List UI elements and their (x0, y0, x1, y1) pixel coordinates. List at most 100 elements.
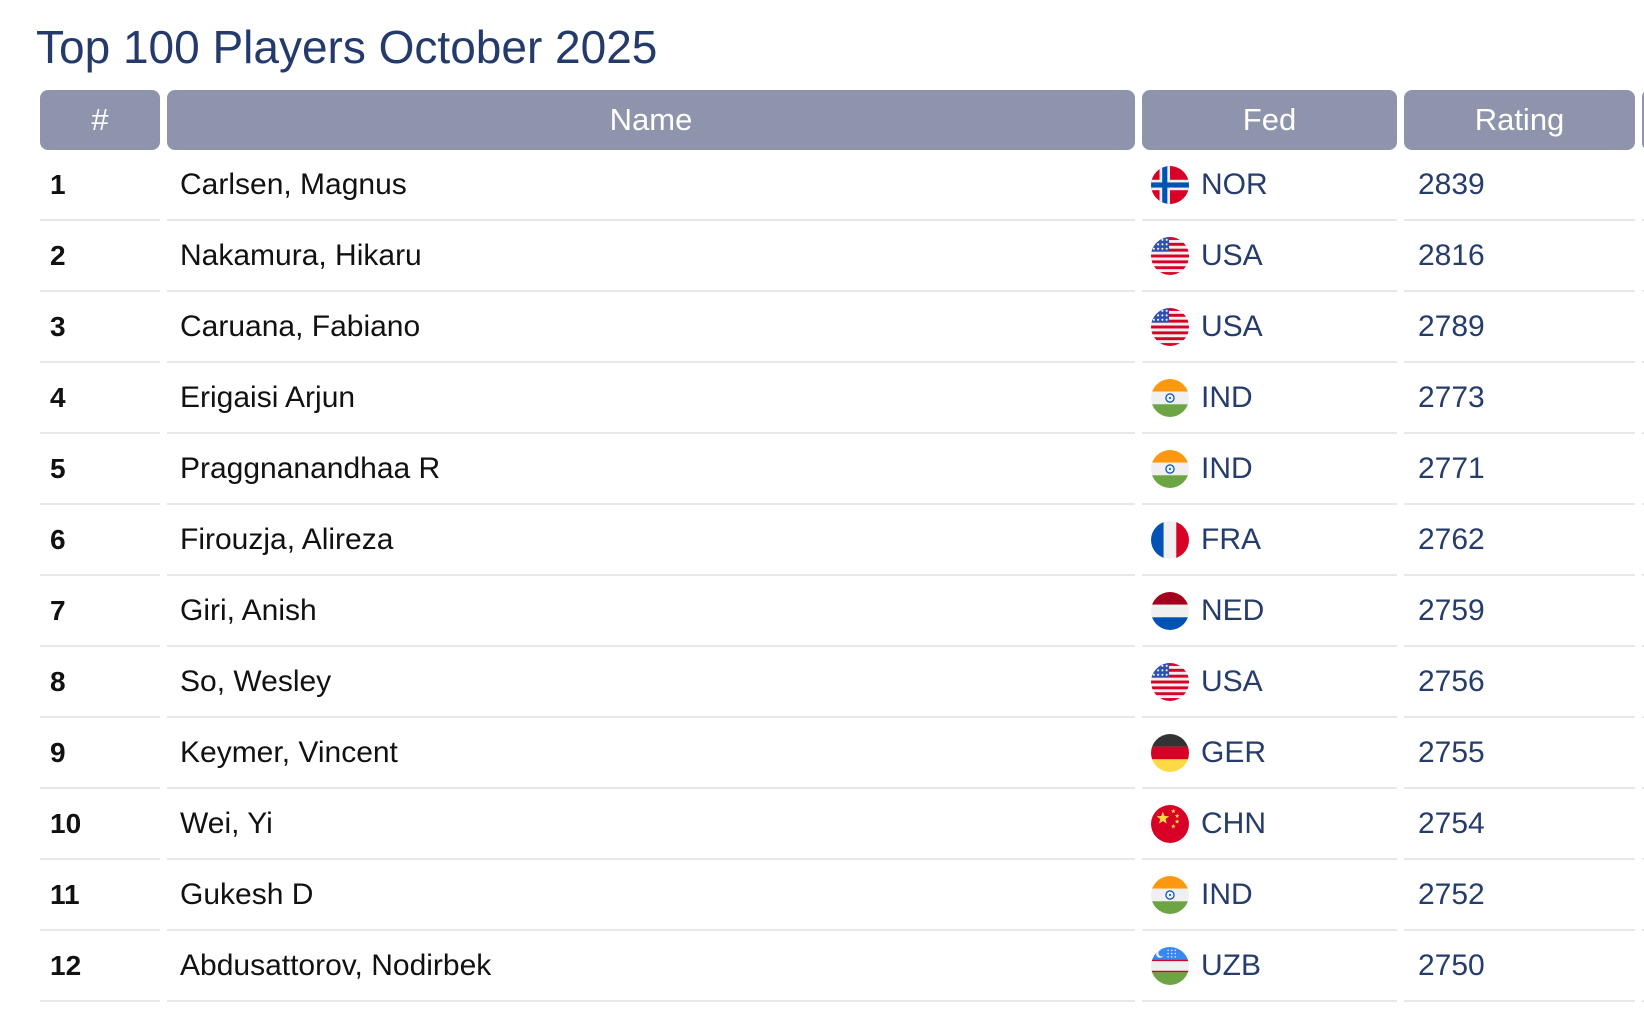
rank-cell: 3 (40, 292, 160, 363)
player-name-cell[interactable]: Erigaisi Arjun (167, 363, 1135, 434)
federation-code: IND (1201, 451, 1253, 485)
clipped-next-column-cell (1642, 221, 1644, 292)
federation-cell: UZB (1142, 931, 1397, 1002)
rank-cell: 10 (40, 789, 160, 860)
federation-cell: GER (1142, 718, 1397, 789)
clipped-next-column-cell (1642, 576, 1644, 647)
player-row: 3 Caruana, Fabiano USA 2789 (40, 292, 1644, 363)
player-row: 12 Abdusattorov, Nodirbek UZB 2750 (40, 931, 1644, 1002)
usa-flag-icon (1151, 307, 1189, 346)
federation-cell: CHN (1142, 789, 1397, 860)
player-row: 1 Carlsen, Magnus NOR 2839 (40, 150, 1644, 221)
rank-cell: 8 (40, 647, 160, 718)
federation-code: UZB (1201, 948, 1261, 982)
clipped-next-column-cell (1642, 860, 1644, 931)
federation-code: IND (1201, 877, 1253, 911)
player-name-cell[interactable]: Nakamura, Hikaru (167, 221, 1135, 292)
clipped-next-column-cell (1642, 292, 1644, 363)
column-header-rating[interactable]: Rating (1404, 90, 1635, 150)
rating-cell: 2771 (1404, 434, 1635, 505)
federation-code: CHN (1201, 806, 1266, 840)
rating-cell: 2839 (1404, 150, 1635, 221)
player-name-cell[interactable]: Wei, Yi (167, 789, 1135, 860)
player-name-cell[interactable]: Firouzja, Alireza (167, 505, 1135, 576)
player-name-cell[interactable]: Caruana, Fabiano (167, 292, 1135, 363)
rank-cell: 2 (40, 221, 160, 292)
rating-cell: 2756 (1404, 647, 1635, 718)
federation-code: FRA (1201, 522, 1261, 556)
player-row: 10 Wei, Yi CHN 2754 (40, 789, 1644, 860)
federation-cell: IND (1142, 434, 1397, 505)
player-name-cell[interactable]: Abdusattorov, Nodirbek (167, 931, 1135, 1002)
rank-cell: 7 (40, 576, 160, 647)
federation-cell: USA (1142, 221, 1397, 292)
player-row: 8 So, Wesley USA 2756 (40, 647, 1644, 718)
page-title: Top 100 Players October 2025 (36, 21, 658, 73)
federation-cell: NED (1142, 576, 1397, 647)
federation-code: NED (1201, 593, 1265, 627)
federation-cell: IND (1142, 860, 1397, 931)
player-row: 5 Praggnanandhaa R IND 2771 (40, 434, 1644, 505)
rating-cell: 2789 (1404, 292, 1635, 363)
clipped-next-column-header (1642, 90, 1644, 150)
federation-code: USA (1201, 238, 1263, 272)
rating-cell: 2752 (1404, 860, 1635, 931)
federation-code: NOR (1201, 167, 1268, 201)
player-rows: 1 Carlsen, Magnus NOR 2839 2 Nakamura, H… (0, 150, 1644, 1002)
column-header-rank[interactable]: # (40, 90, 160, 150)
fra-flag-icon (1151, 520, 1189, 559)
player-name-cell[interactable]: Gukesh D (167, 860, 1135, 931)
federation-code: IND (1201, 380, 1253, 414)
federation-cell: IND (1142, 363, 1397, 434)
player-row: 6 Firouzja, Alireza FRA 2762 (40, 505, 1644, 576)
player-name-cell[interactable]: Praggnanandhaa R (167, 434, 1135, 505)
rank-cell: 11 (40, 860, 160, 931)
clipped-next-column-cell (1642, 718, 1644, 789)
column-header-name[interactable]: Name (167, 90, 1135, 150)
player-name-cell[interactable]: Carlsen, Magnus (167, 150, 1135, 221)
rating-cell: 2754 (1404, 789, 1635, 860)
federation-code: GER (1201, 735, 1267, 769)
ger-flag-icon (1151, 733, 1189, 772)
clipped-next-column-cell (1642, 434, 1644, 505)
ned-flag-icon (1151, 591, 1189, 630)
uzb-flag-icon (1151, 946, 1189, 985)
clipped-next-column-cell (1642, 363, 1644, 434)
nor-flag-icon (1151, 165, 1189, 204)
clipped-next-column-cell (1642, 150, 1644, 221)
usa-flag-icon (1151, 662, 1189, 701)
ind-flag-icon (1151, 378, 1189, 417)
player-name-cell[interactable]: So, Wesley (167, 647, 1135, 718)
rating-cell: 2816 (1404, 221, 1635, 292)
federation-cell: FRA (1142, 505, 1397, 576)
player-row: 4 Erigaisi Arjun IND 2773 (40, 363, 1644, 434)
rank-cell: 6 (40, 505, 160, 576)
clipped-next-column-cell (1642, 647, 1644, 718)
chn-flag-icon (1151, 804, 1189, 843)
player-row: 9 Keymer, Vincent GER 2755 (40, 718, 1644, 789)
player-name-cell[interactable]: Giri, Anish (167, 576, 1135, 647)
rating-cell: 2759 (1404, 576, 1635, 647)
rating-cell: 2750 (1404, 931, 1635, 1002)
rating-cell: 2755 (1404, 718, 1635, 789)
rating-cell: 2773 (1404, 363, 1635, 434)
clipped-next-column-cell (1642, 505, 1644, 576)
rank-cell: 9 (40, 718, 160, 789)
rating-cell: 2762 (1404, 505, 1635, 576)
player-row: 11 Gukesh D IND 2752 (40, 860, 1644, 931)
rank-cell: 1 (40, 150, 160, 221)
table-header-row: # Name Fed Rating (40, 90, 1644, 150)
rank-cell: 5 (40, 434, 160, 505)
column-header-fed[interactable]: Fed (1142, 90, 1397, 150)
federation-cell: NOR (1142, 150, 1397, 221)
ind-flag-icon (1151, 875, 1189, 914)
player-row: 2 Nakamura, Hikaru USA 2816 (40, 221, 1644, 292)
federation-code: USA (1201, 309, 1263, 343)
clipped-next-column-cell (1642, 789, 1644, 860)
rank-cell: 4 (40, 363, 160, 434)
usa-flag-icon (1151, 236, 1189, 275)
ind-flag-icon (1151, 449, 1189, 488)
federation-cell: USA (1142, 647, 1397, 718)
player-name-cell[interactable]: Keymer, Vincent (167, 718, 1135, 789)
federation-code: USA (1201, 664, 1263, 698)
